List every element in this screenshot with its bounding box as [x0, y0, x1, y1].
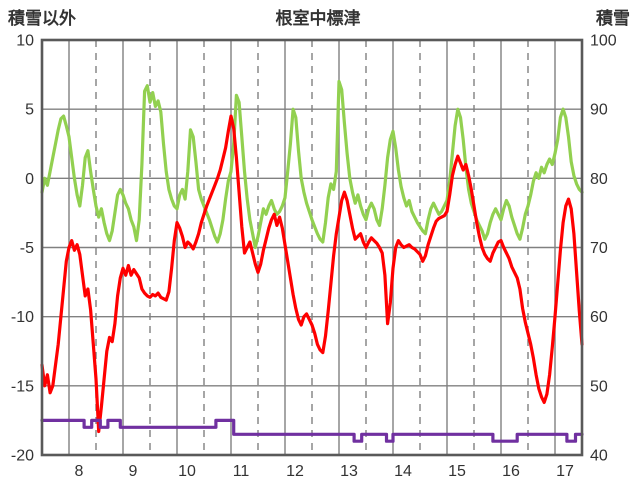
- left-axis-tick: -5: [20, 240, 34, 257]
- x-axis-tick: 9: [129, 463, 138, 480]
- x-axis-tick: 10: [178, 463, 196, 480]
- right-axis-tick: 90: [590, 102, 608, 119]
- right-axis-tick: 70: [590, 240, 608, 257]
- right-axis-tick: 50: [590, 378, 608, 395]
- x-axis-tick: 8: [75, 463, 84, 480]
- x-axis-tick: 14: [394, 463, 412, 480]
- left-axis-tick: 0: [25, 171, 34, 188]
- left-axis-title: 積雪以外: [8, 9, 76, 28]
- right-axis-title: 積雪: [596, 9, 630, 28]
- chart-title: 根室中標津: [275, 9, 361, 28]
- x-axis-tick: 17: [556, 463, 574, 480]
- snow-depth-series-line: [40, 418, 584, 443]
- left-axis-tick: -10: [11, 309, 34, 326]
- left-axis-tick: 5: [25, 102, 34, 119]
- green-series-line: [40, 79, 584, 250]
- x-axis-tick: 13: [340, 463, 358, 480]
- red-series-line: [40, 114, 584, 434]
- plot-border: [40, 38, 584, 457]
- left-axis-tick: 10: [16, 33, 34, 50]
- x-axis-tick: 16: [502, 463, 520, 480]
- right-axis-tick: 80: [590, 171, 608, 188]
- x-axis-tick: 11: [233, 463, 250, 480]
- left-axis-tick: -15: [11, 378, 34, 395]
- right-axis-tick: 100: [590, 33, 617, 50]
- left-axis-tick: -20: [11, 448, 34, 465]
- gridlines: [42, 39, 582, 456]
- right-axis-tick: 60: [590, 309, 608, 326]
- right-axis-tick: 40: [590, 448, 608, 465]
- x-axis-tick: 12: [286, 463, 304, 480]
- series-lines: [40, 79, 584, 443]
- x-axis-tick: 15: [448, 463, 466, 480]
